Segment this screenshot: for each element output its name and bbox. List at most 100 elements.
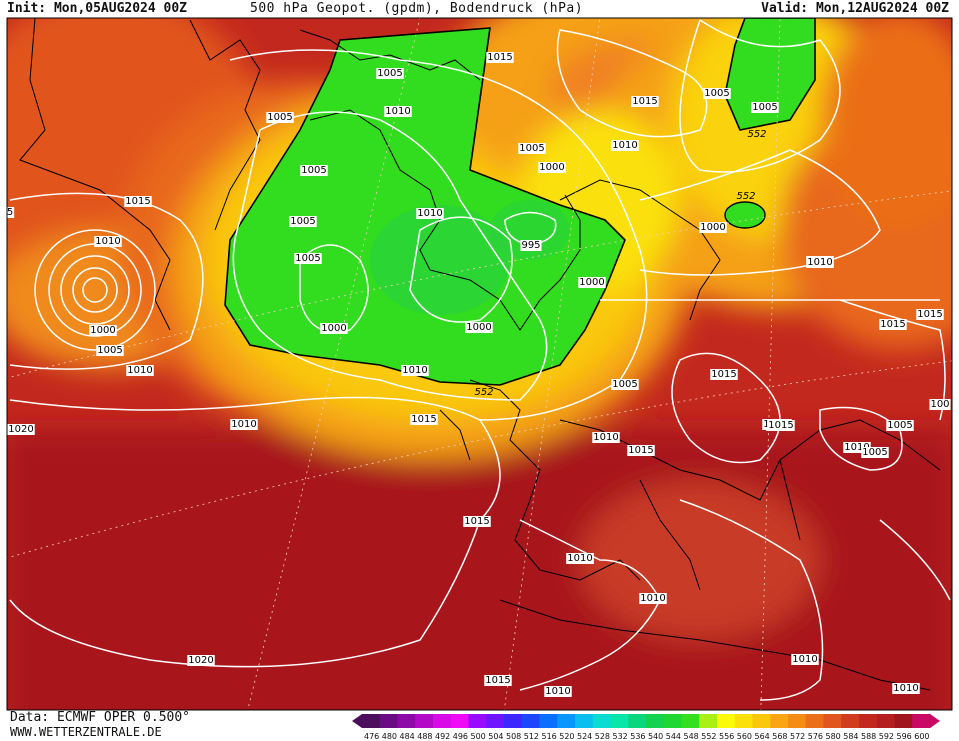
isobar-label: 1005 [862,447,887,458]
isobar-label: 1005 [704,88,729,99]
colorbar-tick-label: 592 [879,732,894,741]
colorbar-tick-label: 560 [737,732,752,741]
isobar-label-box [578,277,606,288]
isobar-label: 1010 [402,365,427,376]
isobar-label-box [710,369,738,380]
colorbar-tick-label: 488 [417,732,432,741]
colorbar: 476 480 484 488 492 496 500 504 508 512 516 520 524 5… [352,714,940,741]
colorbar-tick-label: 504 [488,732,503,741]
isobar-label-box [886,420,914,431]
isobar-label: 1010 [807,257,832,268]
colorbar-swatch [876,714,895,728]
colorbar-swatch [788,714,807,728]
isobar-label-box [639,593,667,604]
isobar-label-box [465,322,493,333]
isobar-label-box [544,686,572,697]
isobar-label-box [592,432,620,443]
colorbar-swatch [912,714,931,728]
data-source: Data: ECMWF OPER 0.500° [10,710,191,725]
isobar-label: 1005 [377,68,402,79]
colorbar-tick-label: 540 [648,732,663,741]
isobar-label-box [230,419,258,430]
colorbar-tick-label: 496 [453,732,468,741]
isobar-label: 1010 [612,140,637,151]
init-time: Init: Mon,05AUG2024 00Z [7,1,188,16]
isobar-label: 1015 [485,675,510,686]
isobar-label-box [538,162,566,173]
isobar-label: 1000 [321,323,346,334]
isobar-label-box [486,52,514,63]
isobar-label: 1005 [519,143,544,154]
colorbar-swatch [663,714,682,728]
isobar-label: 1010 [844,442,869,453]
colorbar-swatch [770,714,789,728]
isobar-label: 1000 [700,222,725,233]
colorbar-swatch [752,714,771,728]
isobar-label: 1005 [612,379,637,390]
coastlines [19,18,941,691]
isobar-label-box [401,365,429,376]
colorbar-tick-label: 552 [701,732,716,741]
isobar-label-box [916,309,944,320]
colorbar-tick-label: 492 [435,732,450,741]
colorbar-tick-label: 576 [808,732,823,741]
isobar-label-box [320,323,348,334]
geopotential-label: 552 [736,191,755,202]
isobar-label: 1000 [90,325,115,336]
isobar-label: 1005 [752,102,777,113]
isobar-label: 1015 [628,445,653,456]
isobar-label-box [929,399,951,410]
isobar-label-box [627,445,655,456]
isobar-label: 1010 [385,106,410,117]
isobar-label-box [566,553,594,564]
isobar-label-box [384,106,412,117]
isobar-label-box [806,257,834,268]
isobar-label: 1010 [593,432,618,443]
isobar-label: 1010 [231,419,256,430]
isobar-label-box [5,207,15,218]
colorbar-tick-label: 556 [719,732,734,741]
isobar-label: 1005 [295,253,320,264]
isobar-label: 1010 [127,365,152,376]
isobar-label-box [518,143,546,154]
geopotential-label: 552 [474,387,493,398]
colorbar-swatch [717,714,736,728]
isobar-label-box [300,165,328,176]
valid-time: Valid: Mon,12AUG2024 00Z [761,1,949,16]
isobar-label: 1020 [188,655,213,666]
colorbar-tick-label: 580 [826,732,841,741]
isobar-label: 1005 [887,420,912,431]
colorbar-min-arrow [352,714,362,728]
isobar-label-box [611,379,639,390]
colorbar-swatch [575,714,594,728]
isobar-label-box [484,675,512,686]
isobar-label: 1000 [579,277,604,288]
colorbar-tick-label: 484 [400,732,415,741]
colorbar-tick-label: 568 [772,732,787,741]
colorbar-swatch [592,714,611,728]
colorbar-tick-label: 588 [861,732,876,741]
colorbar-tick-label: 512 [524,732,539,741]
colorbar-tick-label: 544 [666,732,681,741]
isobar-label-box [89,325,117,336]
pressure-labels: 1005101510051005101010151005101010051000… [5,52,951,697]
isobar-label-box [879,319,907,330]
isobar-label-box [861,447,889,458]
isobar-label-box [791,654,819,665]
isobar-label: 1010 [95,236,120,247]
isobar-label: 995 [521,240,540,251]
isobar-label-box [631,96,659,107]
colorbar-tick-label: 480 [382,732,397,741]
colorbar-swatch [468,714,487,728]
colorbar-swatch [557,714,576,728]
isobar-label: 1000 [466,322,491,333]
geopotential-label: 552 [747,129,766,140]
colorbar-swatch [841,714,860,728]
colorbar-tick-label: 596 [897,732,912,741]
isobar-label: 5 [7,207,13,218]
isobar-label: 100 [930,399,949,410]
isobar-label: 1005 [301,165,326,176]
isobar-label-box [699,222,727,233]
isobar-label: 1005 [97,345,122,356]
